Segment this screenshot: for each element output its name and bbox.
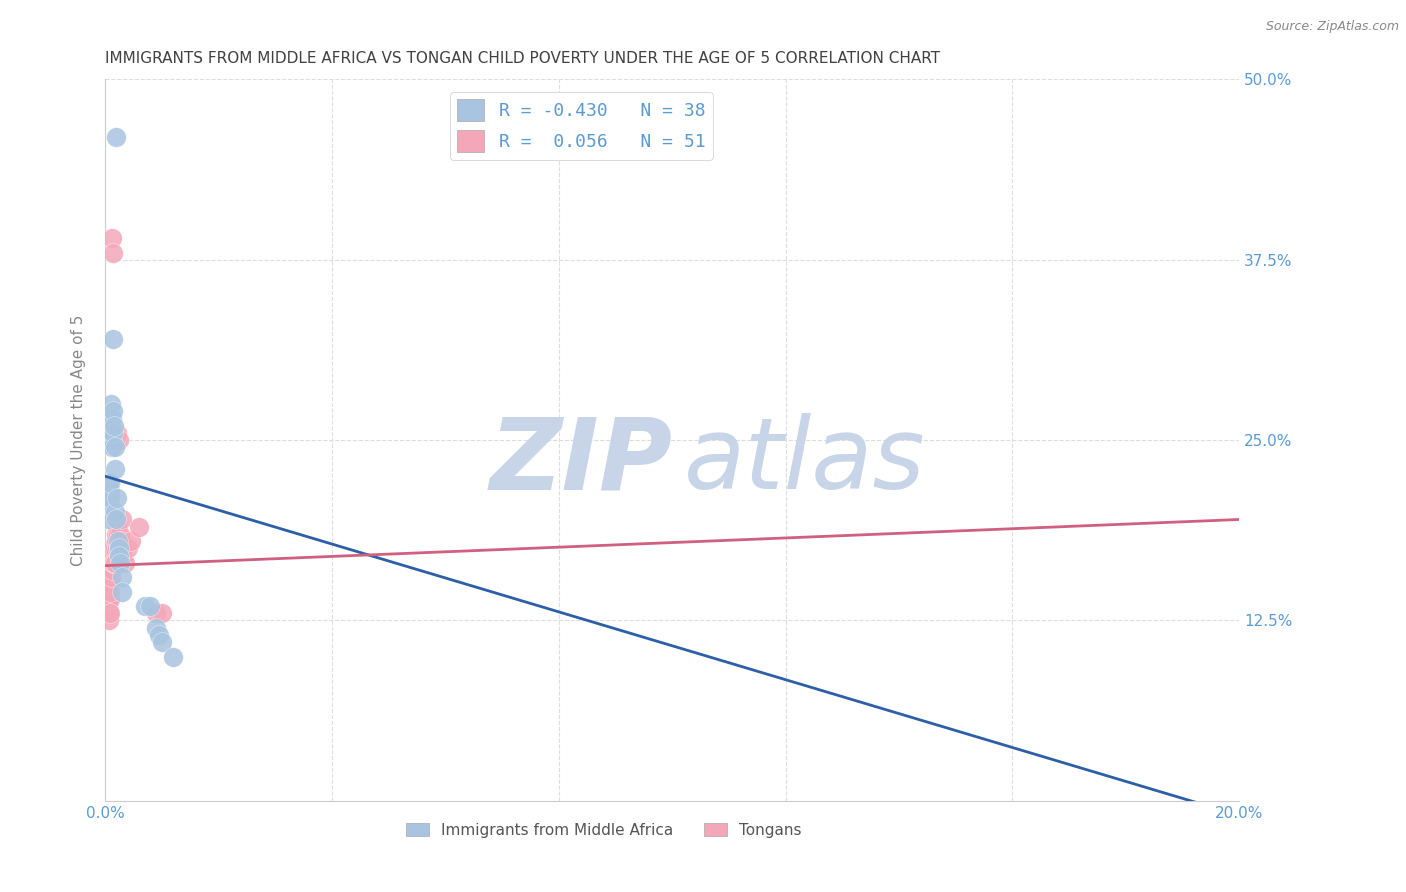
Point <box>104 534 127 549</box>
Point <box>100 425 122 440</box>
Point <box>98 584 121 599</box>
Point <box>97 591 120 606</box>
Point <box>97 483 120 498</box>
Point <box>97 614 120 628</box>
Point <box>96 577 118 591</box>
Point <box>107 519 129 533</box>
Point <box>98 483 121 498</box>
Point <box>162 649 184 664</box>
Point <box>97 577 120 591</box>
Point <box>98 570 121 584</box>
Point <box>100 556 122 570</box>
Point <box>98 607 121 621</box>
Point <box>112 549 135 563</box>
Point <box>108 549 131 563</box>
Point <box>103 556 125 570</box>
Point <box>107 534 129 549</box>
Point <box>105 425 128 440</box>
Point <box>108 556 131 570</box>
Point <box>114 556 136 570</box>
Point <box>97 563 120 577</box>
Point <box>103 245 125 260</box>
Point <box>108 433 131 447</box>
Point <box>97 505 120 519</box>
Point <box>139 599 162 613</box>
Text: IMMIGRANTS FROM MIDDLE AFRICA VS TONGAN CHILD POVERTY UNDER THE AGE OF 5 CORRELA: IMMIGRANTS FROM MIDDLE AFRICA VS TONGAN … <box>105 51 941 66</box>
Legend: Immigrants from Middle Africa, Tongans: Immigrants from Middle Africa, Tongans <box>401 816 808 844</box>
Text: ZIP: ZIP <box>489 413 672 510</box>
Point <box>97 512 120 526</box>
Point <box>134 599 156 613</box>
Point <box>150 635 173 649</box>
Point <box>101 433 124 447</box>
Point <box>101 556 124 570</box>
Point <box>120 534 142 549</box>
Point <box>101 549 124 563</box>
Point <box>145 607 167 621</box>
Point <box>117 541 139 556</box>
Point <box>107 541 129 556</box>
Point <box>100 549 122 563</box>
Point <box>111 584 134 599</box>
Point <box>97 591 120 606</box>
Point <box>97 584 120 599</box>
Text: atlas: atlas <box>683 413 925 510</box>
Point <box>111 570 134 584</box>
Point <box>100 397 122 411</box>
Point <box>100 418 122 433</box>
Point <box>110 534 132 549</box>
Point <box>101 411 124 425</box>
Point <box>104 512 127 526</box>
Point <box>107 527 129 541</box>
Point <box>100 570 122 584</box>
Text: Source: ZipAtlas.com: Source: ZipAtlas.com <box>1265 20 1399 33</box>
Point <box>103 541 125 556</box>
Point <box>101 404 124 418</box>
Point <box>98 591 121 606</box>
Point <box>97 483 120 498</box>
Point <box>104 556 127 570</box>
Point <box>111 512 134 526</box>
Point <box>128 519 150 533</box>
Point <box>108 549 131 563</box>
Point <box>96 570 118 584</box>
Point <box>97 498 120 512</box>
Point <box>97 599 120 613</box>
Point <box>98 491 121 505</box>
Point <box>103 425 125 440</box>
Point <box>145 621 167 635</box>
Point <box>107 541 129 556</box>
Point <box>105 512 128 526</box>
Point <box>96 556 118 570</box>
Point <box>101 231 124 245</box>
Point <box>110 527 132 541</box>
Point <box>97 584 120 599</box>
Point <box>104 440 127 454</box>
Point <box>97 607 120 621</box>
Point <box>105 527 128 541</box>
Point <box>101 440 124 454</box>
Point <box>104 505 127 519</box>
Point <box>104 462 127 476</box>
Point <box>107 491 129 505</box>
Point <box>104 541 127 556</box>
Point <box>101 563 124 577</box>
Point <box>105 541 128 556</box>
Point <box>103 418 125 433</box>
Point <box>148 628 170 642</box>
Y-axis label: Child Poverty Under the Age of 5: Child Poverty Under the Age of 5 <box>72 314 86 566</box>
Point <box>150 607 173 621</box>
Point <box>105 130 128 145</box>
Point <box>97 476 120 491</box>
Point <box>103 332 125 346</box>
Point <box>100 541 122 556</box>
Point <box>111 541 134 556</box>
Point <box>98 577 121 591</box>
Point <box>97 491 120 505</box>
Point <box>98 476 121 491</box>
